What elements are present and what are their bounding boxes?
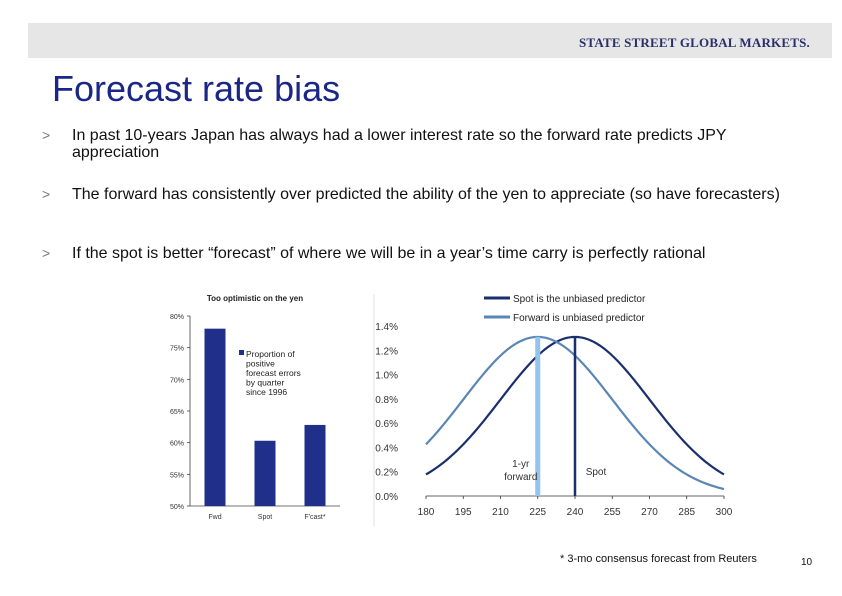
legend-label: since 1996 bbox=[246, 387, 287, 397]
legend-label: by quarter bbox=[246, 378, 284, 388]
y-tick-label: 0.4% bbox=[375, 443, 398, 454]
bullet-marker: > bbox=[42, 245, 51, 261]
legend-swatch bbox=[239, 350, 244, 355]
header-band bbox=[28, 23, 832, 58]
bullet-text: In past 10-years Japan has always had a … bbox=[72, 127, 727, 161]
legend-label: Spot is the unbiased predictor bbox=[513, 294, 646, 305]
legend-label: forecast errors bbox=[246, 368, 301, 378]
bar bbox=[304, 424, 326, 506]
y-tick-label: 50% bbox=[170, 504, 184, 511]
y-tick-label: 1.4% bbox=[375, 322, 398, 333]
x-tick-label: 300 bbox=[716, 507, 733, 518]
legend-label: Proportion of bbox=[246, 349, 295, 359]
y-tick-label: 65% bbox=[170, 409, 184, 416]
y-tick-label: 60% bbox=[170, 441, 184, 448]
bullet-text: The forward has consistently over predic… bbox=[72, 186, 780, 203]
y-tick-label: 75% bbox=[170, 346, 184, 353]
legend-label: positive bbox=[246, 359, 275, 369]
legend-label: Forward is unbiased predictor bbox=[513, 313, 645, 324]
bullet-marker: > bbox=[42, 186, 51, 202]
y-tick-label: 1.0% bbox=[375, 371, 398, 382]
y-tick-label: 80% bbox=[170, 314, 184, 321]
annotation-label: 1-yr bbox=[512, 459, 530, 470]
x-tick-label: 240 bbox=[567, 507, 584, 518]
line-chart-predictors: 0.0% 0.2% 0.4% 0.6% 0.8% 1.0% 1.2% 1.4% 180 195 21… bbox=[372, 286, 742, 526]
x-tick-label: 210 bbox=[492, 507, 509, 518]
bullet-text: If the spot is better “forecast” of wher… bbox=[72, 245, 706, 262]
chart-title: Too optimistic on the yen bbox=[207, 294, 303, 303]
x-tick-label: 255 bbox=[604, 507, 621, 518]
page-number: 10 bbox=[801, 557, 813, 568]
bullet-marker: > bbox=[42, 127, 51, 143]
x-tick-label: F'cast* bbox=[304, 514, 325, 521]
footnote: * 3-mo consensus forecast from Reuters bbox=[560, 553, 757, 565]
page-title: Forecast rate bias bbox=[52, 68, 341, 109]
chart-background bbox=[372, 286, 742, 526]
x-tick-label: 180 bbox=[418, 507, 435, 518]
annotation-label: Spot bbox=[586, 467, 607, 478]
y-tick-label: 0.0% bbox=[375, 492, 398, 503]
annotation-label: forward bbox=[504, 472, 537, 483]
y-tick-label: 0.6% bbox=[375, 419, 398, 430]
x-tick-label: Fwd bbox=[208, 514, 221, 521]
y-tick-label: 1.2% bbox=[375, 346, 398, 357]
company-logo: STATE STREET GLOBAL MARKETS. bbox=[578, 35, 810, 50]
y-tick-label: 70% bbox=[170, 377, 184, 384]
y-tick-label: 0.2% bbox=[375, 468, 398, 479]
y-tick-label: 55% bbox=[170, 472, 184, 479]
y-tick-label: 0.8% bbox=[375, 395, 398, 406]
bar bbox=[254, 440, 276, 506]
bar-chart-too-optimistic: Too optimistic on the yen 50% 55% 60% 65% 70%… bbox=[150, 286, 350, 526]
x-tick-label: 285 bbox=[678, 507, 695, 518]
x-tick-label: Spot bbox=[258, 514, 272, 521]
x-tick-label: 225 bbox=[529, 507, 546, 518]
bar bbox=[204, 328, 226, 506]
x-tick-label: 270 bbox=[641, 507, 658, 518]
x-tick-label: 195 bbox=[455, 507, 472, 518]
